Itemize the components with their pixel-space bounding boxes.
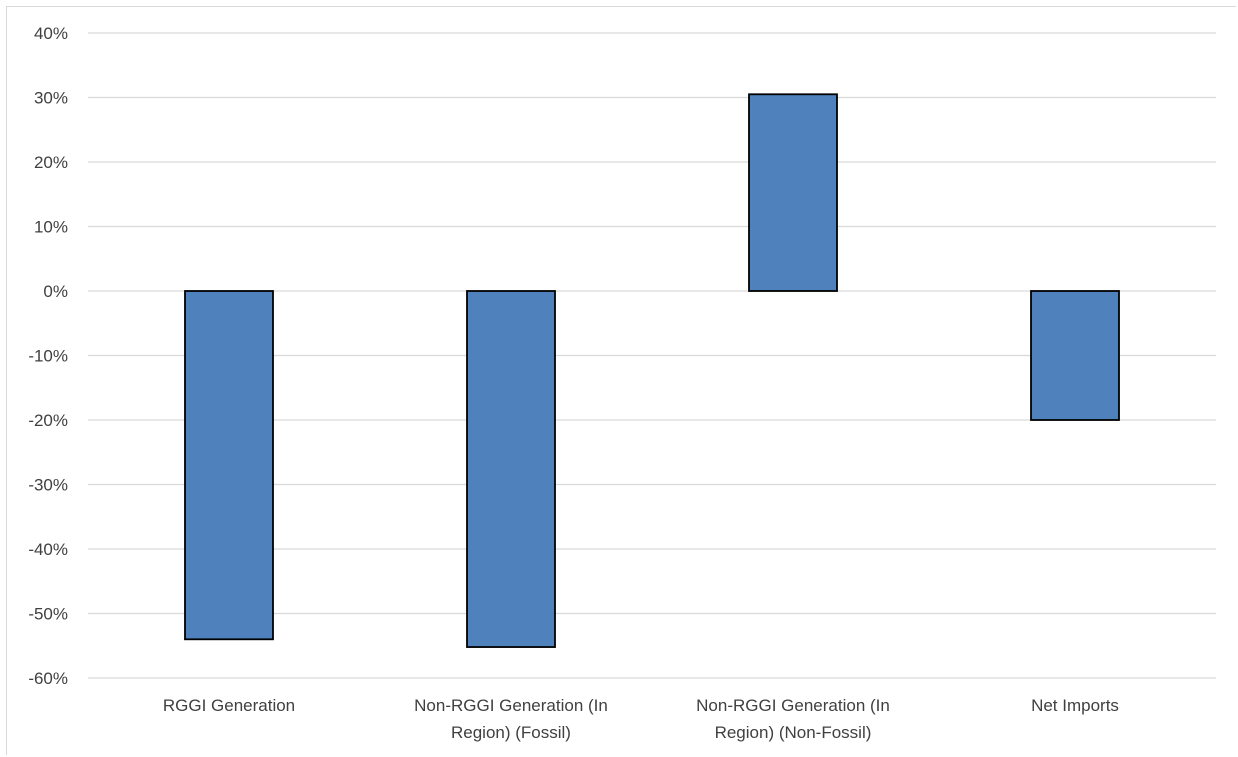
- x-axis-labels: RGGI Generation Non-RGGI Generation (In Re…: [163, 696, 1119, 742]
- y-tick-label: -10%: [28, 347, 68, 366]
- y-tick-label: 30%: [34, 89, 68, 108]
- y-tick-label: 0%: [43, 282, 68, 301]
- y-tick-label: -50%: [28, 605, 68, 624]
- gridlines: [88, 32, 1216, 679]
- y-tick-label: 40%: [34, 24, 68, 43]
- y-axis-ticks: 40% 30% 20% 10% 0% -10% -20% -30% -40% -50% -60%: [28, 24, 68, 688]
- bar: [466, 290, 556, 648]
- x-category-label: Non-RGGI Generation (In: [696, 696, 890, 715]
- x-category-label: Non-RGGI Generation (In: [414, 696, 608, 715]
- chart-frame: [6, 6, 1236, 755]
- y-tick-label: 20%: [34, 153, 68, 172]
- y-tick-label: -30%: [28, 476, 68, 495]
- x-category-label: Region) (Non-Fossil): [715, 723, 872, 742]
- x-category-label: Net Imports: [1031, 696, 1119, 715]
- bar: [184, 290, 274, 641]
- y-tick-label: -40%: [28, 540, 68, 559]
- y-tick-label: -60%: [28, 669, 68, 688]
- x-category-label: RGGI Generation: [163, 696, 295, 715]
- bar: [1030, 290, 1120, 421]
- y-tick-label: 10%: [34, 218, 68, 237]
- bar: [748, 93, 838, 292]
- bars: [184, 93, 1120, 648]
- y-tick-label: -20%: [28, 411, 68, 430]
- x-category-label: Region) (Fossil): [451, 723, 571, 742]
